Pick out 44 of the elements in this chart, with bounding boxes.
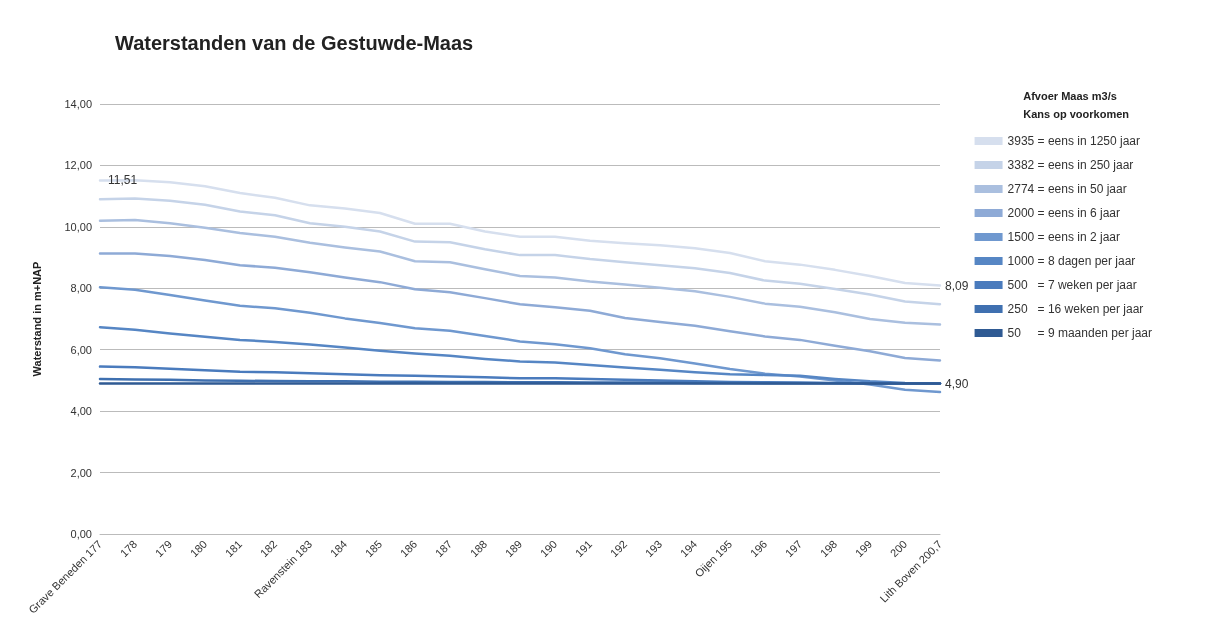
y-axis-title: Waterstand in m+NAP xyxy=(30,261,43,377)
y-tick-label: 10,00 xyxy=(64,220,92,233)
legend-label: 50 = 9 maanden per jaar xyxy=(1007,326,1153,340)
y-tick-label: 8,00 xyxy=(70,282,92,295)
x-tick-label: 193 xyxy=(642,537,665,560)
y-tick-label: 12,00 xyxy=(64,159,92,172)
y-tick-label: 14,00 xyxy=(64,98,92,110)
x-tick-label: 179 xyxy=(152,537,175,560)
x-tick-label: 190 xyxy=(537,537,560,560)
x-tick-label: 180 xyxy=(187,537,210,560)
x-tick-label: 178 xyxy=(117,537,140,560)
legend-label: 250 = 16 weken per jaar xyxy=(1007,302,1144,316)
legend-label: 3935 = eens in 1250 jaar xyxy=(1007,134,1141,148)
x-tick-label: 187 xyxy=(432,537,455,560)
x-tick-label: 186 xyxy=(397,537,420,560)
x-tick-label: 198 xyxy=(817,537,840,560)
x-tick-label: 185 xyxy=(362,537,385,560)
data-label: 8,09 xyxy=(945,278,969,293)
x-tick-label: 197 xyxy=(782,537,805,560)
y-tick-label: 0,00 xyxy=(70,528,92,540)
x-tick-label: 196 xyxy=(747,537,770,560)
x-tick-label: 189 xyxy=(502,537,525,560)
x-tick-label: 184 xyxy=(327,537,350,560)
legend-label: 1500 = eens in 2 jaar xyxy=(1007,230,1120,244)
x-tick-label: 191 xyxy=(572,537,595,560)
x-tick-label: 194 xyxy=(677,537,700,560)
x-tick-label: 188 xyxy=(467,537,490,560)
y-tick-label: 2,00 xyxy=(70,466,92,479)
legend-label: 500 = 7 weken per jaar xyxy=(1007,278,1137,292)
legend-label: 2000 = eens in 6 jaar xyxy=(1007,206,1120,220)
legend-label: 3382 = eens in 250 jaar xyxy=(1007,158,1134,172)
y-tick-label: 4,00 xyxy=(70,405,92,418)
x-tick-label: 200 xyxy=(887,537,910,560)
legend-title: Afvoer Maas m3/s Kans op voorkomen xyxy=(1023,90,1130,120)
legend-label: 2774 = eens in 50 jaar xyxy=(1007,182,1127,196)
y-tick-label: 6,00 xyxy=(70,343,92,356)
x-tick-label: 199 xyxy=(852,537,875,560)
data-label: 11,51 xyxy=(108,173,138,188)
legend-label: 1000 = 8 dagen per jaar xyxy=(1007,254,1136,268)
chart-title: Waterstanden van de Gestuwde-Maas xyxy=(115,32,474,54)
x-tick-label: 181 xyxy=(222,537,245,560)
data-label: 4,90 xyxy=(945,376,969,391)
x-tick-label: 192 xyxy=(607,537,630,560)
x-tick-label: 182 xyxy=(257,537,280,560)
